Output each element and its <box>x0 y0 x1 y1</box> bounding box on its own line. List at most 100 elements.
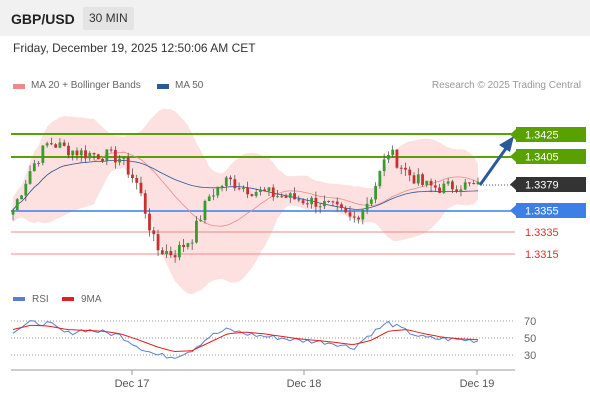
candle-body <box>241 187 245 189</box>
candle-body <box>148 213 151 231</box>
candle-body <box>190 242 194 244</box>
level-lines <box>11 133 515 255</box>
candle-body <box>412 175 416 184</box>
rsi-legend: RSI 9MA <box>13 294 102 305</box>
candle-body <box>451 181 454 190</box>
r1-label-box <box>516 127 586 142</box>
current-label-box <box>516 177 586 192</box>
timestamp: Friday, December 19, 2025 12:50:06 AM CE… <box>13 41 256 55</box>
candle-body <box>207 196 211 201</box>
candle-body <box>96 154 100 159</box>
candle-body <box>28 171 32 184</box>
candle-body <box>301 200 305 204</box>
candle-body <box>280 196 284 198</box>
candle-body <box>173 255 177 258</box>
candle-body <box>216 186 220 196</box>
candle-body <box>459 189 463 192</box>
candle-body <box>395 149 399 168</box>
candle-body <box>340 204 343 208</box>
ma50-swatch <box>157 84 169 89</box>
candle-body <box>369 199 373 204</box>
candle-body <box>433 185 437 188</box>
ma20-legend: MA 20 + Bollinger Bands <box>31 80 141 91</box>
candle-body <box>416 174 420 184</box>
candle-body <box>109 149 113 151</box>
candle-body <box>421 174 424 185</box>
candle-body <box>327 201 331 203</box>
candle-body <box>374 186 378 200</box>
bollinger-band-area <box>13 108 478 295</box>
candle-body <box>11 210 15 215</box>
candle-body <box>45 143 49 146</box>
current-label-pointer <box>510 179 516 190</box>
candle-body <box>54 144 58 148</box>
forecast-arrow-head <box>499 136 514 152</box>
candle-body <box>310 197 314 205</box>
candle-body <box>254 192 258 196</box>
rsi-30-label: 30 <box>524 350 536 362</box>
candle-body <box>318 206 322 208</box>
candle-body <box>408 169 412 176</box>
candle-body <box>15 199 19 211</box>
candle-body <box>49 143 53 145</box>
candle-body <box>438 187 442 193</box>
rsi-line <box>12 320 479 359</box>
candle-body <box>92 153 96 155</box>
candle-body <box>37 162 40 164</box>
candle-body <box>88 153 92 159</box>
rsi-grid: 70 50 30 <box>11 316 536 362</box>
candle-body <box>79 150 83 156</box>
s3-label: 1.3315 <box>525 249 559 261</box>
candle-body <box>122 157 126 159</box>
candle-body <box>365 203 369 210</box>
candle-body <box>199 220 203 222</box>
rsi-70-label: 70 <box>524 316 536 328</box>
candle-body <box>331 201 335 203</box>
candle-body <box>335 201 339 205</box>
candle-body <box>58 142 62 148</box>
candle-body <box>84 150 87 159</box>
candle-body <box>105 149 109 161</box>
r1-label-pointer <box>510 129 516 140</box>
candle-body <box>229 177 232 180</box>
candle-body <box>288 193 292 198</box>
candle-body <box>233 179 237 189</box>
candle-body <box>20 195 23 200</box>
r2-label-pointer <box>510 151 516 162</box>
rsi-50-label: 50 <box>524 333 536 345</box>
candle-body <box>101 158 104 161</box>
s2-label: 1.3335 <box>525 227 559 239</box>
candle-body <box>135 178 139 183</box>
candle-body <box>182 244 186 247</box>
candle-body <box>425 180 429 185</box>
candles <box>11 137 480 263</box>
r1-label: 1.3425 <box>525 130 559 142</box>
candle-body <box>41 145 45 163</box>
header-bar: GBP/USD 30 MIN <box>0 0 590 36</box>
candle-body <box>246 187 250 195</box>
candle-body <box>463 182 467 190</box>
candle-body <box>259 189 262 193</box>
candle-body <box>387 154 390 160</box>
candle-body <box>297 199 301 201</box>
candle-body <box>399 167 403 169</box>
candle-body <box>67 145 70 156</box>
candle-body <box>348 212 352 217</box>
candle-body <box>113 149 117 163</box>
candle-body <box>186 243 190 247</box>
r2-label-box <box>516 149 586 164</box>
candle-body <box>75 150 79 156</box>
candle-body <box>378 171 382 187</box>
candle-body <box>160 250 164 255</box>
candle-body <box>442 183 446 193</box>
candle-body <box>71 150 75 156</box>
rsi-lines <box>12 320 479 359</box>
candle-body <box>323 201 326 207</box>
candle-body <box>455 189 459 192</box>
timeframe-button[interactable]: 30 MIN <box>83 7 134 30</box>
candle-body <box>361 209 365 220</box>
ma50-line <box>12 159 479 211</box>
candle-body <box>305 203 309 205</box>
candle-body <box>143 193 147 214</box>
